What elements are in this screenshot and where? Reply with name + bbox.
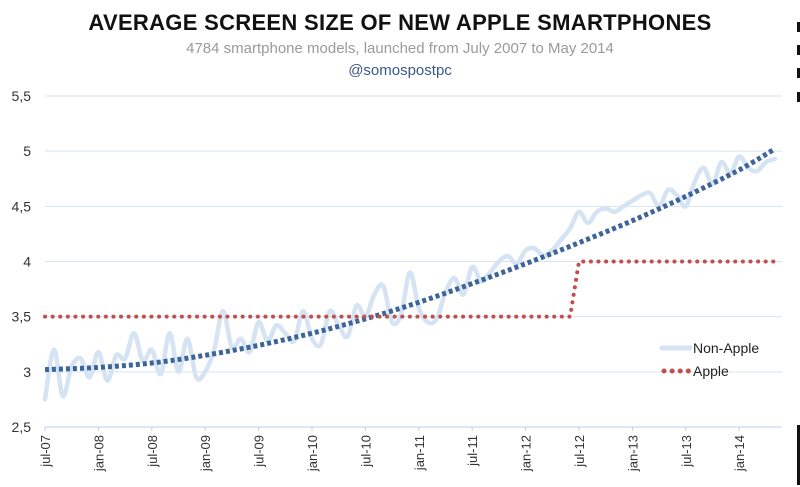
x-tick-label: jan-13 bbox=[625, 435, 640, 472]
edge-mark bbox=[797, 425, 800, 485]
y-axis-labels: 2,5 3 3,5 4 4,5 5 5,5 bbox=[12, 88, 32, 435]
x-tick-label: jan-11 bbox=[412, 435, 427, 471]
edge-mark bbox=[797, 92, 800, 102]
series-non-apple-line bbox=[42, 154, 778, 402]
chart-subtitle: 4784 smartphone models, launched from Ju… bbox=[186, 40, 614, 57]
edge-mark bbox=[797, 68, 800, 78]
y-tick-label: 3 bbox=[23, 364, 31, 380]
x-axis-labels: jul-07 jan-08 jul-08 jan-09 jul-09 jan-10 jul-… bbox=[38, 427, 747, 472]
y-tick-label: 2,5 bbox=[12, 419, 32, 435]
x-tick-label: jan-09 bbox=[198, 435, 213, 472]
x-tick-label: jul-08 bbox=[145, 435, 160, 468]
x-tick-label: jan-08 bbox=[91, 435, 106, 472]
legend-non-apple-label: Non-Apple bbox=[693, 340, 759, 356]
y-tick-label: 4,5 bbox=[12, 198, 32, 214]
edge-mark bbox=[797, 22, 800, 32]
series-group bbox=[42, 146, 778, 402]
x-tick-label: jul-10 bbox=[358, 435, 373, 468]
x-tick-label: jul-13 bbox=[679, 435, 694, 468]
grid-lines bbox=[45, 95, 782, 428]
y-tick-label: 4 bbox=[23, 254, 31, 270]
series-trend-line bbox=[44, 146, 777, 373]
edge-mark bbox=[797, 45, 800, 55]
legend-apple-label: Apple bbox=[693, 363, 729, 379]
chart-handle: @somospostpc bbox=[348, 62, 452, 79]
x-tick-label: jan-10 bbox=[305, 435, 320, 472]
series-apple-line bbox=[43, 259, 777, 319]
x-tick-label: jul-07 bbox=[38, 435, 53, 468]
y-tick-label: 5,5 bbox=[12, 88, 32, 104]
chart-title: AVERAGE SCREEN SIZE OF NEW APPLE SMARTPH… bbox=[88, 10, 712, 35]
x-tick-label: jul-09 bbox=[252, 435, 267, 468]
y-tick-label: 5 bbox=[23, 143, 31, 159]
y-tick-label: 3,5 bbox=[12, 309, 32, 325]
x-tick-label: jul-12 bbox=[572, 435, 587, 468]
x-tick-label: jan-14 bbox=[732, 435, 747, 472]
legend: Non-Apple Apple bbox=[659, 340, 759, 379]
x-tick-label: jan-12 bbox=[519, 435, 534, 472]
x-tick-label: jul-11 bbox=[465, 435, 480, 467]
